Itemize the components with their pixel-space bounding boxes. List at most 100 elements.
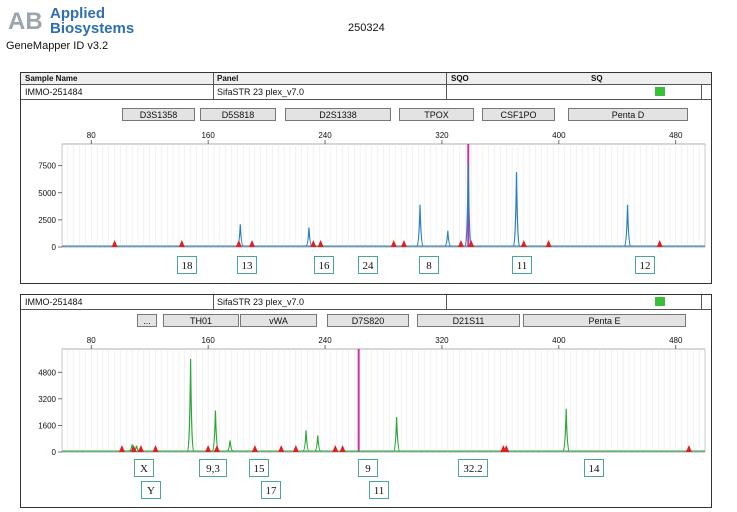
panel-name: SifaSTR 23 plex_v7.0 [217, 87, 305, 97]
x-tick-label: 480 [669, 336, 683, 345]
size-marker [656, 240, 663, 247]
peak [416, 204, 424, 247]
size-marker [310, 240, 317, 247]
x-tick-label: 400 [552, 131, 566, 140]
marker-csf1po: CSF1PO [482, 108, 555, 121]
sq-status-indicator [655, 297, 665, 306]
size-marker [317, 240, 324, 247]
peak [562, 408, 570, 452]
size-marker [545, 240, 552, 247]
allele-label: 18 [177, 256, 197, 274]
size-marker [248, 240, 255, 247]
size-marker [205, 445, 212, 452]
size-marker [457, 240, 464, 247]
allele-label: 11 [369, 481, 389, 499]
y-tick-label: 7500 [38, 162, 56, 171]
peak [393, 417, 401, 452]
allele-label: 8 [419, 256, 439, 274]
marker-th01: TH01 [163, 314, 239, 327]
sample-info-row: IMMO-251484 SifaSTR 23 plex_v7.0 [21, 295, 711, 310]
peak [444, 230, 452, 247]
allele-label: 12 [635, 256, 655, 274]
allele-label: 9 [358, 459, 378, 477]
marker-d5s818: D5S818 [200, 108, 276, 121]
peak [464, 162, 472, 247]
allele-label: 15 [249, 459, 269, 477]
size-marker [503, 445, 510, 452]
size-marker [339, 445, 346, 452]
allele-label: 14 [584, 459, 604, 477]
size-marker [235, 240, 242, 247]
size-marker [390, 240, 397, 247]
x-tick-label: 480 [669, 131, 683, 140]
allele-label: X [134, 459, 154, 477]
peak [226, 440, 234, 452]
company-name: Applied Biosystems [50, 5, 135, 37]
marker-vwa: vWA [240, 314, 317, 327]
size-marker [278, 445, 285, 452]
software-version: GeneMapper ID v3.2 [6, 40, 109, 52]
size-marker [118, 445, 125, 452]
peak [187, 358, 195, 452]
x-tick-label: 160 [201, 336, 215, 345]
size-marker [111, 240, 118, 247]
x-tick-label: 400 [552, 336, 566, 345]
sq-status-indicator [655, 87, 665, 96]
y-tick-label: 2500 [38, 216, 56, 225]
size-marker [152, 445, 159, 452]
x-tick-label: 80 [87, 131, 96, 140]
x-tick-label: 320 [435, 336, 449, 345]
col-sqo: SQO [451, 74, 469, 83]
marker-d7s820: D7S820 [327, 314, 409, 327]
marker-penta-d: Penta D [568, 108, 688, 121]
size-marker [520, 240, 527, 247]
sample-name: IMMO-251484 [25, 87, 83, 97]
y-tick-label: 1600 [38, 421, 56, 430]
y-tick-label: 0 [52, 448, 57, 457]
size-marker [468, 240, 475, 247]
col-sq: SQ [591, 74, 603, 83]
allele-label: 16 [314, 256, 334, 274]
y-tick-label: 3200 [38, 395, 56, 404]
marker-d2s1338: D2S1338 [285, 108, 391, 121]
x-tick-label: 320 [435, 131, 449, 140]
marker-tpox: TPOX [399, 108, 474, 121]
peak [314, 435, 322, 452]
peak [623, 204, 632, 247]
col-panel: Panel [217, 74, 239, 83]
allele-label: 13 [237, 256, 257, 274]
size-marker [251, 445, 258, 452]
size-marker [685, 445, 692, 452]
svg-text:AB: AB [8, 8, 43, 33]
peak [512, 172, 521, 247]
x-tick-label: 160 [201, 131, 215, 140]
allele-label: 24 [358, 256, 378, 274]
marker-penta-e: Penta E [523, 314, 686, 327]
run-id: 250324 [348, 22, 385, 34]
allele-label: 9,3 [199, 459, 227, 477]
col-sample-name: Sample Name [25, 74, 78, 83]
marker-d3s1358: D3S1358 [122, 108, 195, 121]
y-tick-label: 5000 [38, 189, 56, 198]
size-marker [400, 240, 407, 247]
y-tick-label: 0 [52, 243, 57, 252]
applied-biosystems-logo: AB Applied Biosystems [8, 4, 148, 40]
allele-label: 17 [261, 481, 281, 499]
panel-name: SifaSTR 23 plex_v7.0 [217, 297, 305, 307]
sample-name: IMMO-251484 [25, 297, 83, 307]
size-marker [332, 445, 339, 452]
size-marker [137, 445, 144, 452]
size-marker [130, 445, 137, 452]
allele-label: Y [141, 481, 161, 499]
size-marker [178, 240, 185, 247]
marker-d21s11: D21S11 [417, 314, 520, 327]
x-tick-label: 240 [318, 336, 332, 345]
sample-info-row: IMMO-251484 SifaSTR 23 plex_v7.0 [21, 85, 711, 100]
ab-logo-icon: AB [8, 8, 43, 33]
size-marker [292, 445, 299, 452]
x-tick-label: 240 [318, 131, 332, 140]
marker-more[interactable]: ... [137, 314, 157, 327]
allele-label: 11 [512, 256, 532, 274]
